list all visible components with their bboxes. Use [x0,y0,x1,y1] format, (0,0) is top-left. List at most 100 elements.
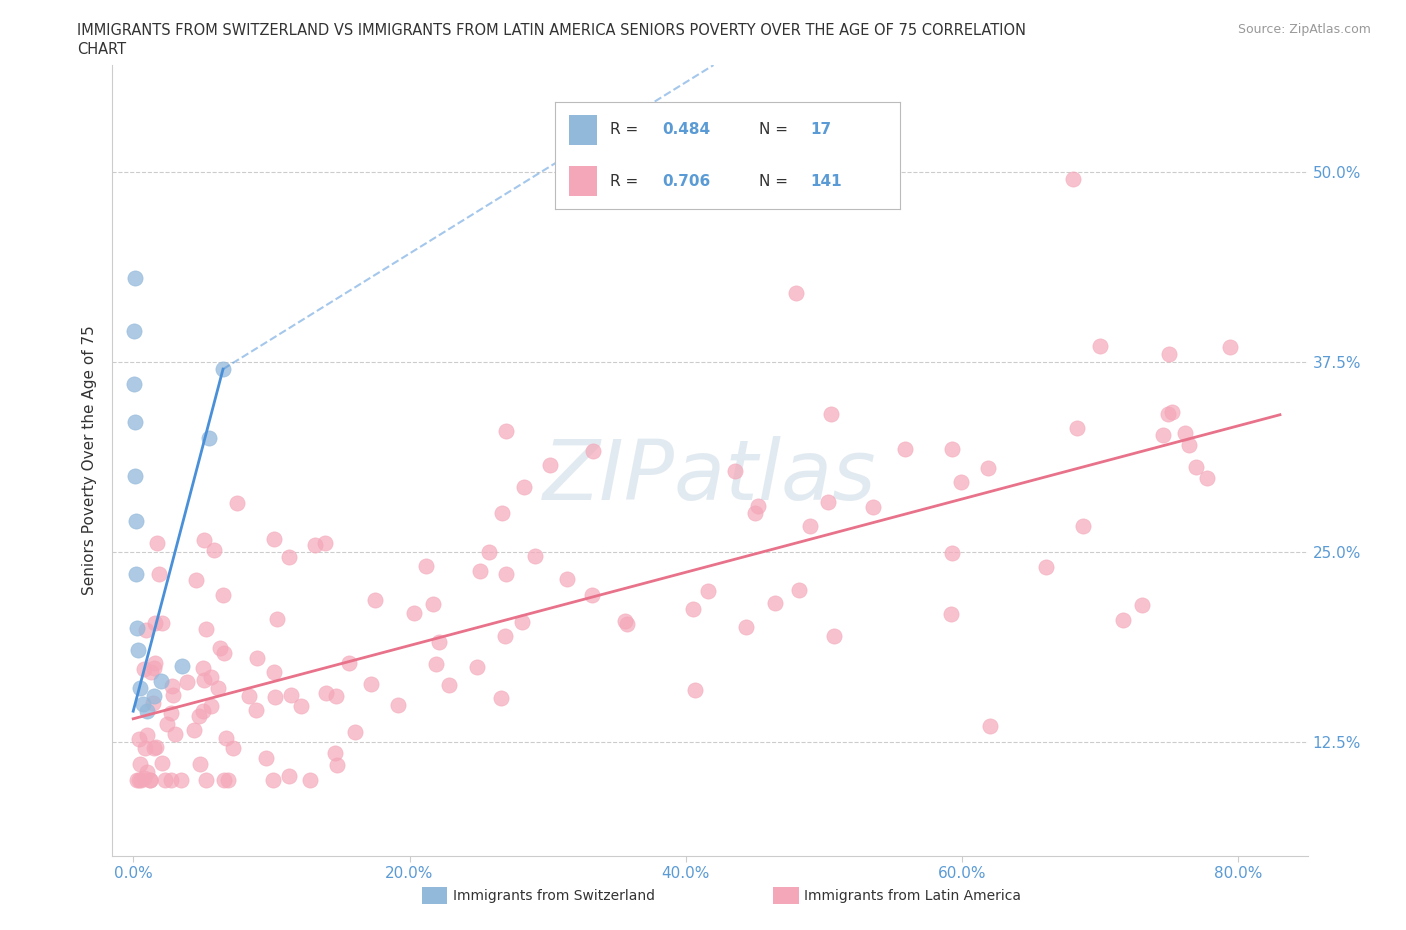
Point [337,656,360,671]
Point [125,567,148,582]
Point [139,664,162,679]
Bar [569,166,596,196]
Point [142,688,165,703]
Text: CHART: CHART [77,42,127,57]
Text: Immigrants from Switzerland: Immigrants from Switzerland [453,888,655,903]
Point [124,415,146,430]
Point [125,513,148,528]
Text: IMMIGRANTS FROM SWITZERLAND VS IMMIGRANTS FROM LATIN AMERICA SENIORS POVERTY OVE: IMMIGRANTS FROM SWITZERLAND VS IMMIGRANT… [77,23,1026,38]
Point [125,772,148,787]
Point [1178,438,1201,453]
Point [1112,612,1135,627]
Text: 141: 141 [810,174,842,189]
Point [325,688,347,703]
Point [823,629,845,644]
Point [170,772,193,787]
Point [136,764,159,779]
Point [246,651,269,666]
Point [862,500,884,515]
Point [495,629,517,644]
Point [170,658,193,673]
Point [298,772,321,787]
Point [212,362,235,377]
Point [134,662,156,677]
Text: 17: 17 [810,122,831,137]
Text: Immigrants from Latin America: Immigrants from Latin America [804,888,1021,903]
Point [538,458,561,472]
Text: ZIPatlas: ZIPatlas [543,435,877,517]
Point [893,442,915,457]
Text: R =: R = [610,174,644,189]
Point [787,582,810,597]
Point [387,698,409,712]
Point [129,757,152,772]
Point [200,698,222,713]
Point [156,717,179,732]
Point [360,677,382,692]
Point [747,498,769,513]
Text: N =: N = [759,174,793,189]
Point [763,595,786,610]
Point [724,463,747,478]
Point [682,602,704,617]
Point [146,536,169,551]
Text: R =: R = [610,122,644,137]
Point [696,583,718,598]
Point [124,377,146,392]
Point [263,665,285,680]
Point [799,519,821,534]
Point [977,461,1000,476]
Point [132,771,155,786]
Point [1062,172,1084,187]
Point [314,536,336,551]
Point [266,612,288,627]
Point [124,468,146,483]
Point [195,772,218,787]
Point [143,616,166,631]
Point [941,546,963,561]
Point [315,685,337,700]
Point [427,635,450,650]
Point [188,709,211,724]
Point [207,680,229,695]
Point [1159,347,1181,362]
Point [1174,425,1197,440]
Point [139,772,162,787]
Point [143,740,166,755]
Point [735,619,758,634]
Point [214,772,236,787]
Point [1071,519,1094,534]
Point [290,699,312,714]
Point [685,683,707,698]
Point [122,324,145,339]
Point [132,697,155,711]
Point [979,719,1001,734]
Point [744,506,766,521]
Point [163,726,186,741]
Point [125,620,148,635]
Point [478,544,501,559]
Point [128,772,150,787]
Point [785,286,807,300]
Point [212,645,235,660]
Y-axis label: Seniors Poverty Over the Age of 75: Seniors Poverty Over the Age of 75 [82,326,97,595]
Point [145,739,167,754]
Point [263,532,285,547]
Point [198,430,221,445]
Point [128,732,150,747]
Point [124,271,146,286]
Point [256,751,278,765]
Point [1152,427,1174,442]
Point [176,674,198,689]
Point [149,673,172,688]
Point [278,768,301,783]
Point [188,756,211,771]
Point [1161,405,1184,419]
Point [221,740,243,755]
Point [150,616,173,631]
Point [226,496,249,511]
Point [277,550,299,565]
Point [264,690,287,705]
Point [415,559,437,574]
Point [404,605,426,620]
